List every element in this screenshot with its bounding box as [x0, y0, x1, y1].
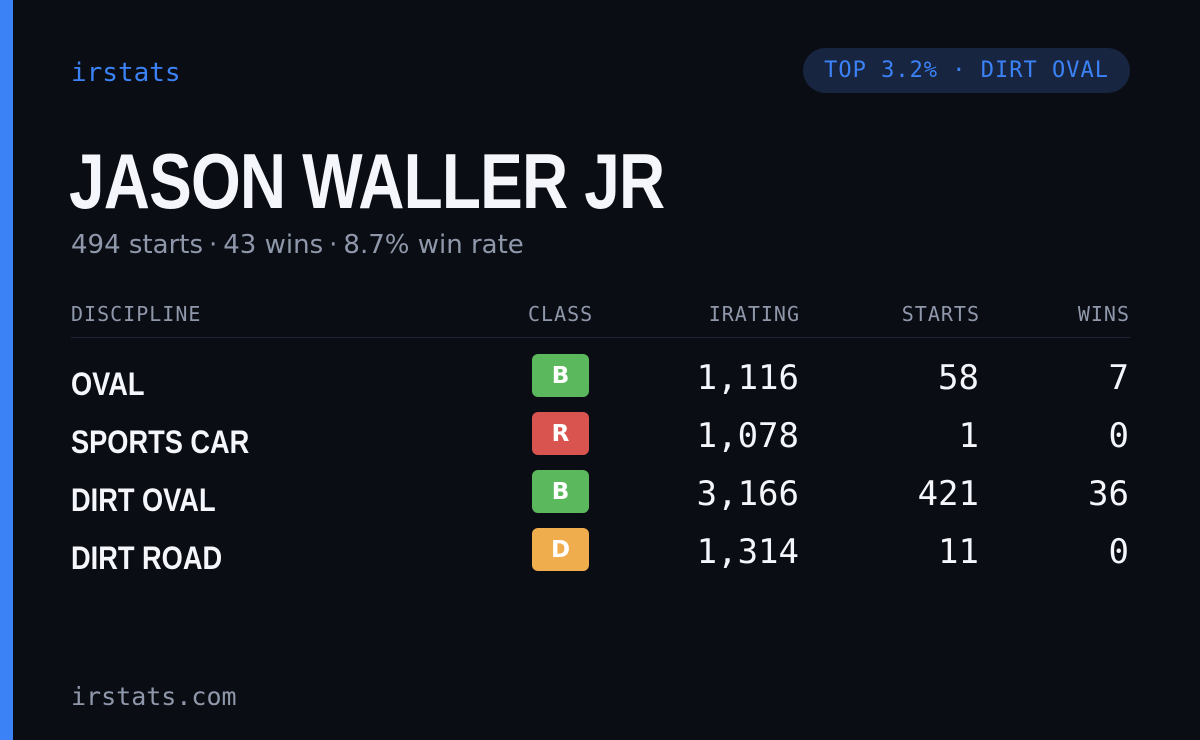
footer-url: irstats.com [71, 682, 237, 711]
wins-value: 7 [1108, 358, 1129, 398]
header-wins: WINS [1077, 302, 1130, 326]
wins-value: 0 [1108, 532, 1129, 572]
class-badge: R [532, 412, 589, 455]
class-badge: D [532, 528, 589, 571]
accent-bar [0, 0, 13, 740]
wins-value: 36 [1088, 474, 1129, 514]
starts-value: 1 [958, 416, 979, 456]
driver-name: JASON WALLER JR [69, 137, 665, 225]
brand-logo-text: irstats [71, 58, 181, 88]
irating-value: 1,116 [696, 358, 799, 398]
discipline-name: DIRT OVAL [71, 482, 216, 518]
discipline-name: DIRT ROAD [71, 540, 223, 576]
discipline-name: SPORTS CAR [71, 424, 250, 460]
starts-value: 11 [938, 532, 979, 572]
table-row: OVAL B 1,116 58 7 [71, 350, 1130, 408]
summary-separator: · [329, 230, 338, 260]
starts-value: 58 [938, 358, 979, 398]
rank-badge: TOP 3.2% · DIRT OVAL [803, 48, 1130, 93]
irating-value: 1,314 [696, 532, 799, 572]
driver-summary: 494 starts · 43 wins · 8.7% win rate [71, 227, 524, 263]
discipline-table: OVAL B 1,116 58 7 SPORTS CAR R 1,078 1 0… [71, 350, 1130, 582]
wins-summary: 43 wins [223, 230, 324, 260]
header-class: CLASS [528, 302, 594, 326]
starts-summary: 494 starts [71, 230, 203, 260]
discipline-name: OVAL [71, 366, 145, 402]
starts-value: 421 [917, 474, 979, 514]
table-row: DIRT OVAL B 3,166 421 36 [71, 466, 1130, 524]
wins-value: 0 [1108, 416, 1129, 456]
winrate-summary: 8.7% win rate [343, 230, 524, 260]
table-row: SPORTS CAR R 1,078 1 0 [71, 408, 1130, 466]
irating-value: 1,078 [696, 416, 799, 456]
header-irating: IRATING [708, 302, 800, 326]
class-badge: B [532, 354, 589, 397]
header-discipline: DISCIPLINE [71, 302, 202, 326]
class-badge: B [532, 470, 589, 513]
irating-value: 3,166 [696, 474, 799, 514]
table-header: DISCIPLINE CLASS IRATING STARTS WINS [71, 300, 1130, 338]
table-row: DIRT ROAD D 1,314 11 0 [71, 524, 1130, 582]
header-starts: STARTS [901, 302, 980, 326]
summary-separator: · [209, 230, 218, 260]
